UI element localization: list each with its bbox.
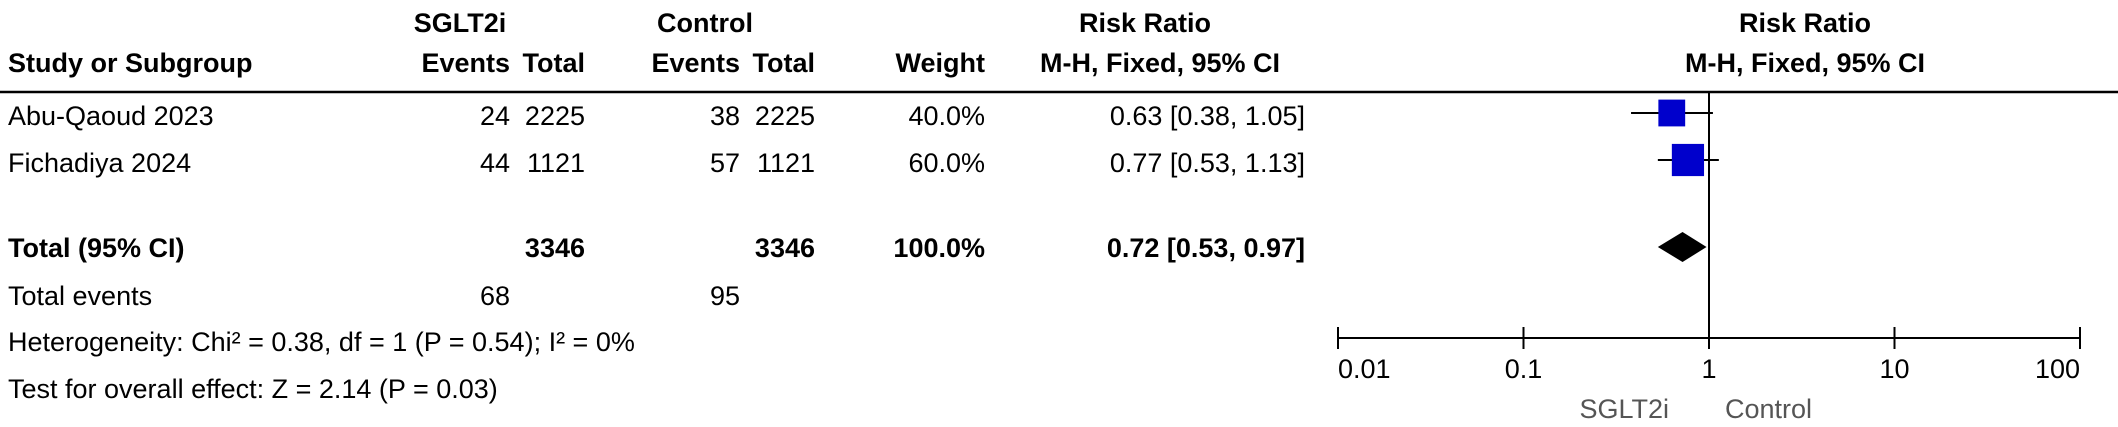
total2-cell: 2225: [754, 101, 815, 131]
study-name: Fichadiya 2024: [8, 148, 192, 178]
study-marker: [1658, 99, 1686, 127]
total1-sum: 3346: [524, 233, 585, 263]
x-tick-label: 0.1: [1505, 354, 1543, 384]
ci-cell: 0.63 [0.38, 1.05]: [1109, 101, 1305, 131]
x-tick-label: 10: [1879, 354, 1909, 384]
events1-cell: 24: [479, 101, 510, 131]
pooled-diamond: [1657, 232, 1707, 262]
total1-cell: 1121: [526, 148, 585, 178]
favours-left-label: SGLT2i: [1579, 394, 1669, 424]
x-tick-label: 0.01: [1338, 354, 1391, 384]
column-total1: Total: [522, 48, 586, 78]
ci-cell: 0.77 [0.53, 1.13]: [1109, 148, 1305, 178]
total2-sum: 3346: [754, 233, 815, 263]
group2-header: Control: [657, 8, 753, 38]
heterogeneity-text: Heterogeneity: Chi² = 0.38, df = 1 (P = …: [8, 327, 635, 357]
overall-effect-text: Test for overall effect: Z = 2.14 (P = 0…: [8, 374, 498, 404]
column-weight: Weight: [895, 48, 986, 78]
events1-cell: 44: [479, 148, 510, 178]
total-events-label: Total events: [8, 281, 153, 311]
effect-title: Risk Ratio: [1078, 8, 1212, 38]
weight-cell: 60.0%: [908, 148, 985, 178]
column-study: Study or Subgroup: [8, 48, 253, 78]
events2-cell: 57: [709, 148, 740, 178]
study-marker: [1671, 143, 1705, 177]
total-events2: 95: [709, 281, 740, 311]
plot-method: M-H, Fixed, 95% CI: [1684, 48, 1926, 78]
total-weight: 100.0%: [893, 233, 985, 263]
total-ci: 0.72 [0.53, 0.97]: [1106, 233, 1305, 263]
study-name: Abu-Qaoud 2023: [8, 101, 214, 131]
total-events1: 68: [479, 281, 510, 311]
total2-cell: 1121: [756, 148, 815, 178]
column-total2: Total: [752, 48, 816, 78]
events2-cell: 38: [709, 101, 740, 131]
column-events1: Events: [421, 48, 510, 78]
weight-cell: 40.0%: [908, 101, 985, 131]
group1-header: SGLT2i: [413, 8, 507, 38]
favours-right-label: Control: [1725, 394, 1812, 424]
total-label: Total (95% CI): [8, 233, 185, 263]
plot-title: Risk Ratio: [1738, 8, 1872, 38]
effect-method: M-H, Fixed, 95% CI: [1039, 48, 1281, 78]
column-events2: Events: [651, 48, 740, 78]
x-tick-label: 1: [1701, 354, 1716, 384]
x-tick-label: 100: [2035, 354, 2080, 384]
total1-cell: 2225: [524, 101, 585, 131]
